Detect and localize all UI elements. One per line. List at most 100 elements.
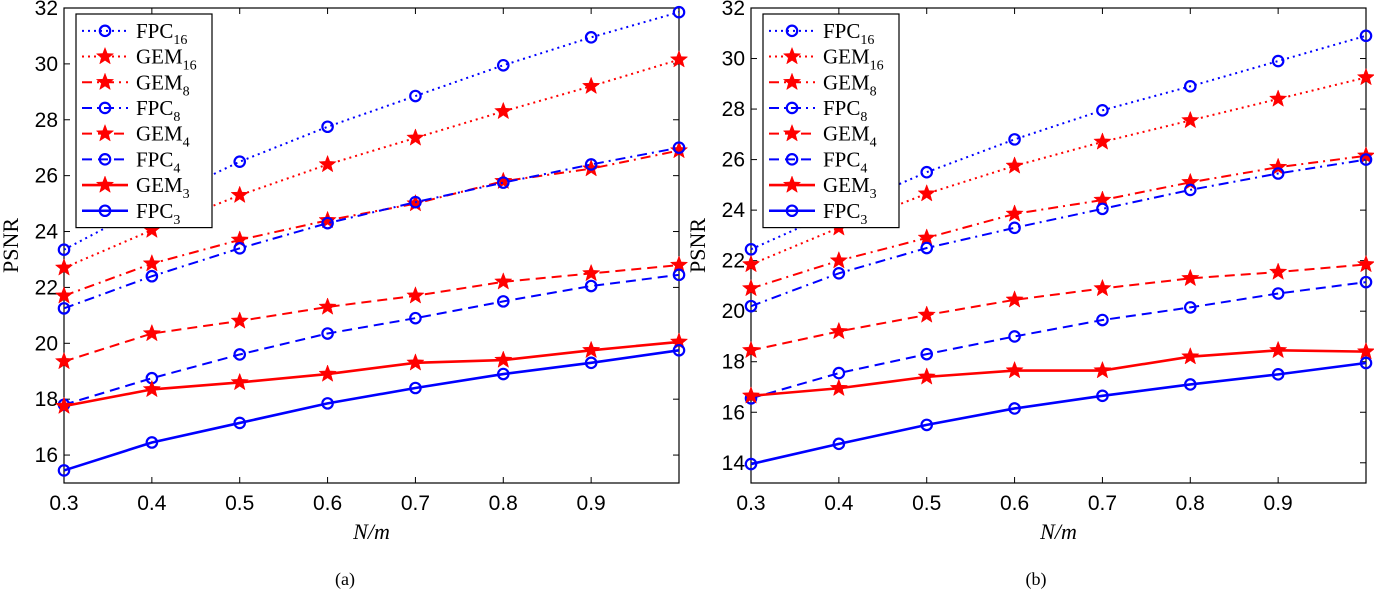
circle-marker [1096,389,1109,403]
star-marker [829,378,849,397]
y-tick-label: 28 [35,109,58,132]
legend-label: FPC3 [136,199,180,228]
star-marker [1093,132,1112,150]
circle-marker [584,31,598,44]
caption-b: (b) [1026,569,1047,590]
star-marker [581,158,601,177]
star-marker [54,286,74,304]
star-marker [1093,360,1112,379]
star-marker [782,46,802,65]
x-tick-label: 0.6 [313,492,342,515]
x-tick-label: 0.9 [577,492,606,515]
legend-box [762,13,900,229]
legend-entry: FPC4 [82,147,180,176]
circle-marker [321,327,334,340]
circle-marker [785,101,799,115]
y-tick-label: 16 [722,401,745,424]
legend-entry: GEM16 [769,45,884,74]
circle-marker [496,295,510,308]
circle-marker [321,120,334,134]
y-tick-label: 22 [722,250,745,273]
star-marker [494,171,513,190]
legend-label: GEM8 [136,70,190,99]
legend-box [75,13,213,229]
star-marker [95,72,115,91]
circle-marker [98,153,112,166]
legend-entry: FPC8 [769,96,867,125]
y-tick-label: 24 [35,221,59,244]
x-tick-label: 0.8 [489,492,518,515]
star-marker [782,123,802,142]
series-fpc-8 [57,141,686,315]
circle-marker [920,165,934,179]
x-tick-label: 0.3 [736,492,765,515]
star-marker [669,140,689,159]
circle-marker [785,204,799,218]
circle-marker [1359,356,1373,370]
legend-label: FPC3 [823,199,867,228]
legend-entry: GEM3 [769,173,877,202]
circle-marker [785,153,799,166]
series-fpc-4 [744,275,1373,405]
star-marker [54,396,74,415]
circle-marker [832,437,846,451]
circle-marker [233,155,247,168]
caption-a: (a) [335,569,355,590]
legend-label: GEM4 [823,122,877,151]
star-marker [1181,172,1200,191]
star-marker [1005,156,1024,174]
star-marker [95,123,115,142]
circle-marker [920,241,934,255]
series-gem-4 [741,254,1374,359]
star-marker [406,128,425,146]
x-tick-label: 0.3 [49,492,78,515]
series-line [750,361,1367,466]
circle-marker [1359,275,1373,289]
circle-marker [145,269,159,283]
y-tick-label: 14 [722,452,746,475]
star-marker [1005,204,1024,222]
legend-entry: FPC16 [82,19,187,48]
star-marker [741,340,761,359]
circle-marker [584,356,598,370]
legend-label: GEM4 [136,122,190,151]
y-tick-label: 28 [722,98,745,121]
y-tick-label: 30 [722,48,745,71]
circle-marker [98,101,112,115]
chart-panel-a: PSNR N/m (a) 16 18 20 22 24 26 28 30 32 0.3 0.4 0.5… [0,0,689,590]
circle-marker [920,347,934,361]
star-marker [318,154,337,173]
star-marker [142,323,162,342]
circle-marker [321,216,334,230]
legend-entry: GEM4 [82,122,190,151]
circle-marker [1359,153,1373,166]
circle-marker [145,436,159,449]
x-tick-label: 0.4 [824,492,854,515]
legend-entry: GEM16 [82,45,197,74]
star-marker [1356,341,1374,360]
circle-marker [496,176,510,189]
circle-marker [1096,313,1109,327]
x-axis-label: N/m [352,519,390,544]
star-marker [917,367,936,385]
circle-marker [1008,402,1021,415]
series-line [750,263,1367,352]
circle-marker [98,204,112,218]
y-tick-label: 26 [722,149,745,172]
star-marker [230,311,249,329]
series-line [63,264,680,363]
star-marker [230,185,249,204]
circle-marker [57,302,71,315]
star-marker [318,297,337,315]
star-marker [494,272,513,290]
y-tick-label: 20 [722,300,745,323]
circle-marker [409,381,422,395]
legend-entry: FPC3 [82,199,180,228]
circle-marker [1008,330,1021,343]
circle-marker [672,141,686,155]
circle-marker [409,311,422,325]
y-tick-label: 26 [35,165,58,188]
star-marker [406,286,425,304]
